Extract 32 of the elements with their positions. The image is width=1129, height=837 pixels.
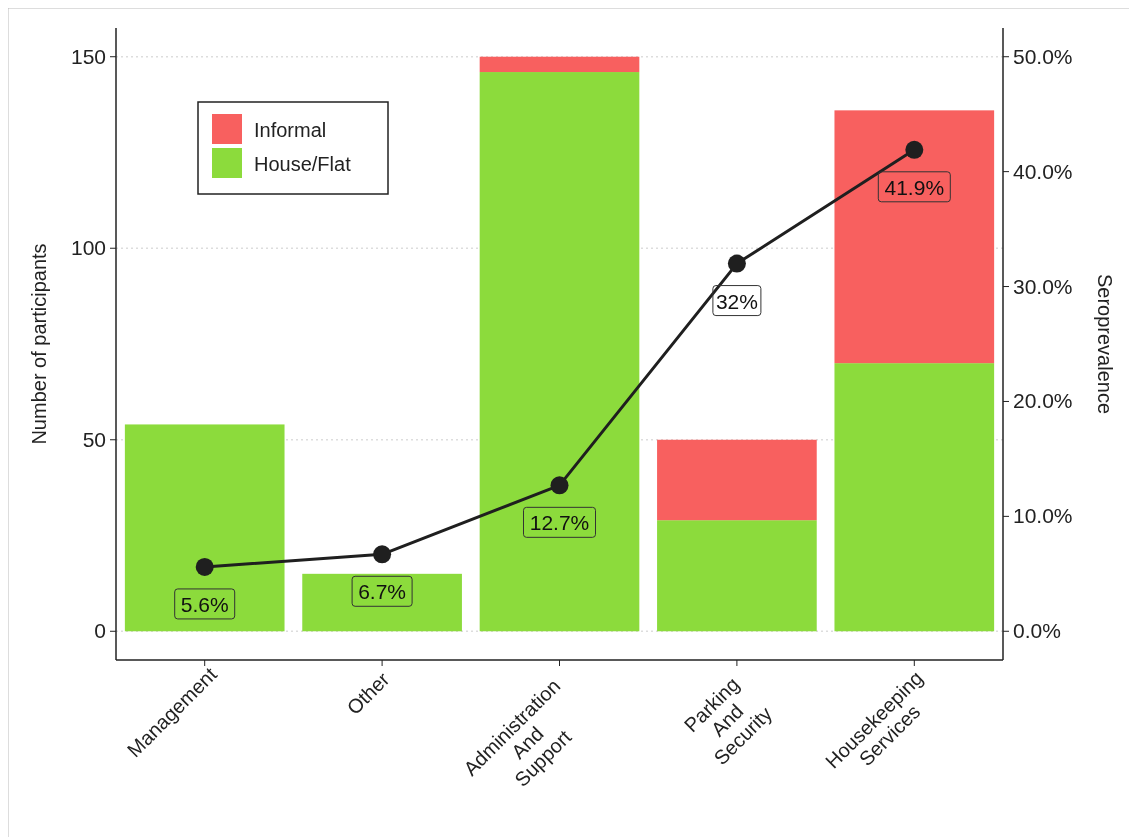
legend-label: House/Flat xyxy=(254,153,352,175)
y-tick-label: 0 xyxy=(94,619,106,643)
data-label: 41.9% xyxy=(884,175,945,199)
point xyxy=(550,476,569,495)
point xyxy=(905,140,924,159)
y-tick-label: 150 xyxy=(70,44,106,68)
y2-tick-label: 40.0% xyxy=(1013,159,1073,183)
point xyxy=(727,254,746,273)
bar xyxy=(302,573,462,632)
bar xyxy=(479,56,640,73)
bar xyxy=(834,110,995,364)
y2-tick-label: 10.0% xyxy=(1013,504,1073,528)
bar xyxy=(657,520,817,632)
point xyxy=(373,545,392,564)
bar xyxy=(834,363,995,632)
point xyxy=(195,557,214,576)
data-label: 12.7% xyxy=(529,511,590,535)
y-tick-label: 50 xyxy=(82,427,106,451)
legend-label: Informal xyxy=(254,119,327,141)
data-label: 5.6% xyxy=(180,592,229,616)
data-label: 6.7% xyxy=(358,580,407,604)
y-tick-label: 100 xyxy=(70,236,106,260)
y-axis-title: Number of participants xyxy=(28,243,50,445)
y2-axis-title: Seroprevalence xyxy=(1094,273,1116,415)
y2-tick-label: 50.0% xyxy=(1013,44,1073,68)
y2-tick-label: 0.0% xyxy=(1013,619,1061,643)
data-label: 32% xyxy=(715,289,758,313)
bar xyxy=(479,72,640,632)
bar xyxy=(657,439,817,521)
y2-tick-label: 20.0% xyxy=(1013,389,1073,413)
bar xyxy=(124,424,285,632)
y2-tick-label: 30.0% xyxy=(1013,274,1073,298)
